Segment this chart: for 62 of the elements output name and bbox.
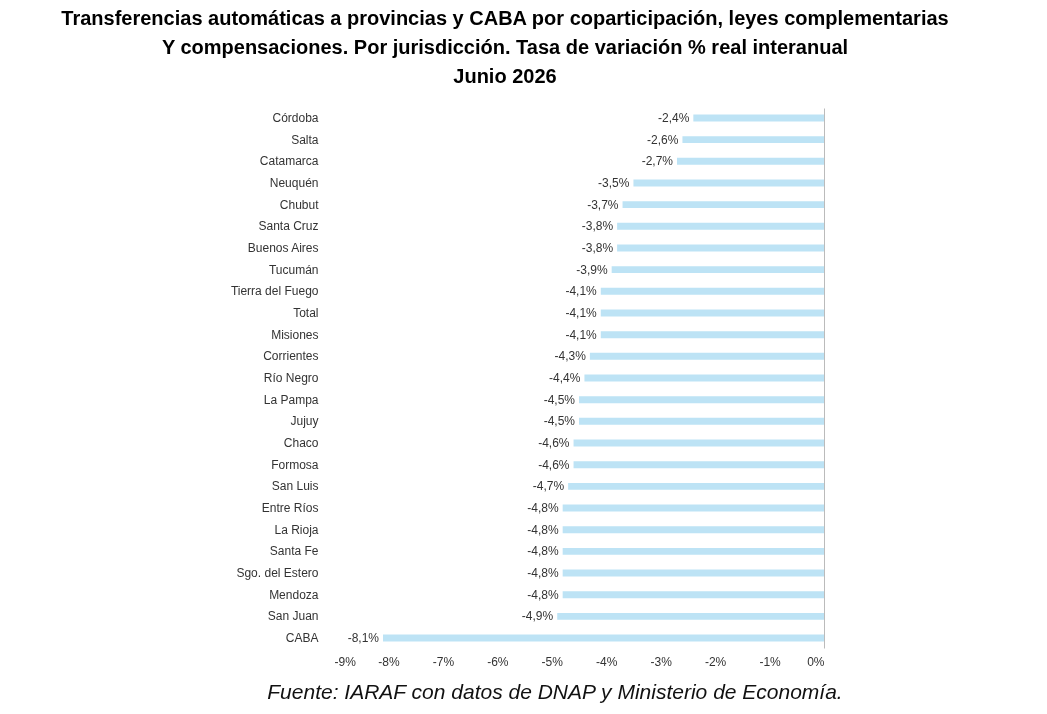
data-label: -3,5%	[598, 175, 630, 190]
data-label: -4,4%	[549, 371, 581, 385]
x-tick-label: -7%	[432, 654, 455, 669]
data-label: -4,3%	[554, 349, 587, 364]
data-label: -2,6%	[647, 132, 679, 147]
y-tick-label: Mendoza	[269, 587, 319, 602]
data-label: -4,7%	[532, 479, 565, 494]
x-tick-label: -4%	[596, 654, 618, 669]
y-tick-label: Santa Cruz	[258, 219, 319, 234]
data-label: -2,7%	[641, 154, 674, 169]
data-label: -4,8%	[527, 587, 559, 602]
y-tick-label: Río Negro	[263, 371, 319, 385]
x-tick-label: -9%	[334, 654, 357, 669]
y-tick-label: San Juan	[267, 609, 319, 624]
y-tick-label: Tucumán	[268, 262, 319, 277]
source-note: Fuente: IARAF con datos de DNAP y Ministerio de Economía.	[266, 680, 844, 704]
y-tick-label: Jujuy	[290, 414, 319, 429]
x-tick-label: -6%	[487, 654, 509, 669]
data-label: -4,1%	[565, 305, 598, 320]
data-label: -4,8%	[527, 566, 559, 581]
x-tick-label: -5%	[541, 654, 564, 669]
data-label: -4,6%	[538, 436, 570, 451]
y-tick-label: Catamarca	[259, 154, 319, 169]
data-label: -4,1%	[565, 284, 598, 299]
y-tick-label: Tierra del Fuego	[230, 284, 319, 299]
y-tick-label: Corrientes	[263, 349, 319, 364]
chart-title: Transferencias automáticas a provincias y CABA por coparticipación, leyes complementarias Y compensaciones. Por jurisdicción. Tasa de variación % real interanual Junio 2026	[60, 6, 950, 89]
y-tick-label: Salta	[291, 132, 319, 147]
data-label: -4,8%	[527, 522, 559, 537]
x-tick-label: -1%	[759, 654, 782, 669]
x-tick-label: 0%	[807, 654, 825, 669]
data-label: -4,8%	[527, 501, 559, 516]
y-tick-label: Entre Ríos	[261, 501, 319, 516]
y-tick-label: La Pampa	[263, 392, 319, 407]
y-tick-label: Formosa	[271, 457, 319, 472]
y-tick-label: Misiones	[271, 327, 319, 342]
y-tick-label: CABA	[285, 631, 319, 646]
y-tick-label: Buenos Aires	[247, 240, 319, 255]
data-label: -4,9%	[521, 609, 554, 624]
y-tick-label: Sgo. del Estero	[236, 566, 319, 581]
y-tick-label: Santa Fe	[269, 544, 319, 559]
data-label: -3,7%	[587, 197, 619, 212]
data-label: -3,8%	[581, 219, 614, 234]
y-tick-label: Chaco	[283, 436, 319, 451]
x-tick-label: -2%	[704, 654, 727, 669]
data-label: -3,8%	[581, 240, 614, 255]
data-label: -4,6%	[538, 457, 570, 472]
data-label: -3,9%	[576, 262, 608, 277]
y-tick-label: Neuquén	[269, 175, 319, 190]
y-tick-label: La Rioja	[274, 522, 319, 537]
y-tick-label: Total	[293, 305, 319, 320]
x-tick-label: -3%	[650, 654, 673, 669]
data-label: -4,5%	[543, 414, 576, 429]
y-tick-label: Chubut	[279, 197, 320, 212]
x-tick-label: -8%	[378, 654, 400, 669]
data-label: -4,8%	[527, 544, 559, 559]
data-label: -2,4%	[657, 110, 690, 125]
y-tick-label: San Luis	[271, 479, 319, 494]
data-label: -8,1%	[347, 631, 380, 646]
y-tick-label: Córdoba	[272, 110, 319, 125]
data-label: -4,1%	[565, 327, 598, 342]
data-label: -4,5%	[543, 392, 576, 407]
